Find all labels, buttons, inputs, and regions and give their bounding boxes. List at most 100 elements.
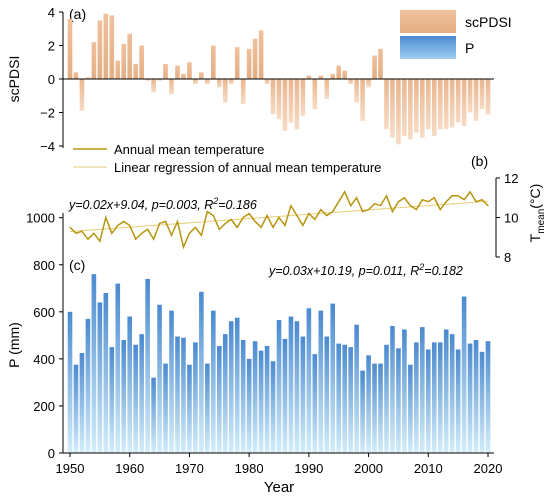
panel-a-ytick-label: −4 xyxy=(40,139,55,154)
precip-bar-1992 xyxy=(318,310,324,453)
precip-bar-2019 xyxy=(479,351,485,453)
temperature-point-1951 xyxy=(75,232,77,234)
scpdsi-bar-2020 xyxy=(485,79,491,115)
temperature-point-1961 xyxy=(135,238,137,240)
temperature-point-1972 xyxy=(200,234,202,236)
precip-bar-2002 xyxy=(378,363,383,453)
temperature-point-2015 xyxy=(457,195,459,197)
precip-bar-1999 xyxy=(360,370,365,453)
panel-b-y-axis-label: Tmean(°C) xyxy=(527,184,547,243)
temperature-point-1999 xyxy=(362,210,364,213)
scpdsi-bar-2017 xyxy=(467,79,473,113)
precip-bar-1997 xyxy=(348,347,353,453)
scpdsi-bar-1965 xyxy=(157,79,162,81)
x-axis-title: Year xyxy=(264,479,294,496)
legend-label-scpdsi: scPDSI xyxy=(465,14,512,30)
temperature-point-1995 xyxy=(338,201,340,203)
precip-bar-1976 xyxy=(222,334,228,453)
scpdsi-bar-2015 xyxy=(455,79,461,123)
scpdsi-bar-1991 xyxy=(312,79,318,110)
panel-b-ytick-label: 8 xyxy=(504,250,511,265)
legend-label-regression: Linear regression of annual mean tempera… xyxy=(114,160,381,175)
precip-bar-1981 xyxy=(252,341,258,453)
scpdsi-bar-1966 xyxy=(163,63,168,79)
precip-bar-2009 xyxy=(420,327,425,453)
temperature-point-1980 xyxy=(248,212,250,215)
p-regression-equation: y=0.02x+9.04, p=0.003, R2=0.186 xyxy=(68,196,257,212)
panel-c-ytick-label: 0 xyxy=(48,446,55,461)
scpdsi-bar-2016 xyxy=(461,79,467,126)
scpdsi-bar-1964 xyxy=(151,79,156,93)
precip-bar-2004 xyxy=(390,325,395,453)
precip-bar-1960 xyxy=(127,316,133,453)
temperature-point-1971 xyxy=(194,226,196,228)
panel-c-xtick-label: 2010 xyxy=(414,461,443,476)
scpdsi-bar-1980 xyxy=(246,48,252,79)
temperature-point-1987 xyxy=(290,205,292,207)
panel-a-ytick-label: 2 xyxy=(48,39,55,54)
legend-label-p: P xyxy=(465,40,474,56)
panel-c-xtick-label: 2000 xyxy=(354,461,383,476)
scpdsi-bar-1958 xyxy=(115,60,121,79)
legend-swatch-scpdsi xyxy=(400,10,456,33)
panel-a-ytick-label: 4 xyxy=(48,5,55,20)
scpdsi-bar-1993 xyxy=(324,79,330,100)
temperature-points xyxy=(69,191,489,248)
scpdsi-bar-1973 xyxy=(205,79,210,85)
precip-bar-2008 xyxy=(414,342,419,453)
temperature-point-1953 xyxy=(87,238,89,240)
precip-bar-1994 xyxy=(330,303,336,453)
panel-b-label: (b) xyxy=(471,153,488,169)
temperature-point-1993 xyxy=(326,214,328,217)
temperature-point-2019 xyxy=(481,199,483,201)
scpdsi-bar-1954 xyxy=(91,42,97,79)
temperature-point-1956 xyxy=(105,216,107,219)
temperature-point-2004 xyxy=(391,210,394,213)
precip-bar-1987 xyxy=(288,316,294,453)
scpdsi-bar-1968 xyxy=(175,65,180,79)
precip-bar-1966 xyxy=(163,363,168,453)
temperature-point-1969 xyxy=(182,246,185,248)
scpdsi-bar-1988 xyxy=(294,79,300,130)
scpdsi-bar-1961 xyxy=(133,63,138,79)
precip-bar-1980 xyxy=(246,358,252,453)
panel-a-y-axis-label: scPDSI xyxy=(6,56,22,103)
scpdsi-bar-1972 xyxy=(199,72,204,79)
precip-bar-2001 xyxy=(372,363,377,453)
temperature-point-2008 xyxy=(415,209,417,211)
scpdsi-bar-2013 xyxy=(443,79,449,130)
scpdsi-bar-1982 xyxy=(258,30,264,79)
temperature-point-1994 xyxy=(332,210,334,213)
temperature-point-2007 xyxy=(409,205,411,207)
scpdsi-bar-1974 xyxy=(211,45,216,79)
scpdsi-bar-1976 xyxy=(222,79,228,103)
temperature-point-2017 xyxy=(469,191,471,193)
precip-bar-1993 xyxy=(324,336,330,453)
scpdsi-bar-2003 xyxy=(384,79,389,130)
scpdsi-bar-1970 xyxy=(187,62,192,79)
precip-bar-1959 xyxy=(121,340,127,453)
panel-c-xtick-label: 1950 xyxy=(56,461,85,476)
scpdsi-bar-1983 xyxy=(264,79,270,85)
temperature-point-1970 xyxy=(188,232,191,234)
scpdsi-bar-1986 xyxy=(282,79,288,131)
precip-bar-1961 xyxy=(133,344,138,453)
temperature-point-2005 xyxy=(397,201,400,203)
temperature-point-2020 xyxy=(487,205,489,207)
panel-a-legend: scPDSI P xyxy=(400,10,512,59)
precip-bar-1970 xyxy=(187,364,192,453)
scpdsi-bar-1960 xyxy=(127,33,133,79)
panel-c-y-axis-label: P (mm) xyxy=(6,322,22,368)
panel-c-label: (c) xyxy=(69,257,85,273)
panel-a-scpdsi: (a) scPDSI −4 −2 0 2 4 scPDSI P xyxy=(6,5,512,154)
panel-b-legend: Annual mean temperature Linear regressio… xyxy=(73,142,381,175)
temperature-point-1985 xyxy=(278,216,280,219)
precip-bar-1982 xyxy=(258,350,264,453)
temperature-point-1950 xyxy=(69,226,71,228)
precip-bar-2018 xyxy=(473,340,479,453)
temperature-point-1992 xyxy=(320,209,322,211)
scpdsi-bar-1985 xyxy=(276,79,282,120)
panel-c-xtick-label: 1970 xyxy=(175,461,204,476)
temperature-point-2009 xyxy=(421,199,423,201)
